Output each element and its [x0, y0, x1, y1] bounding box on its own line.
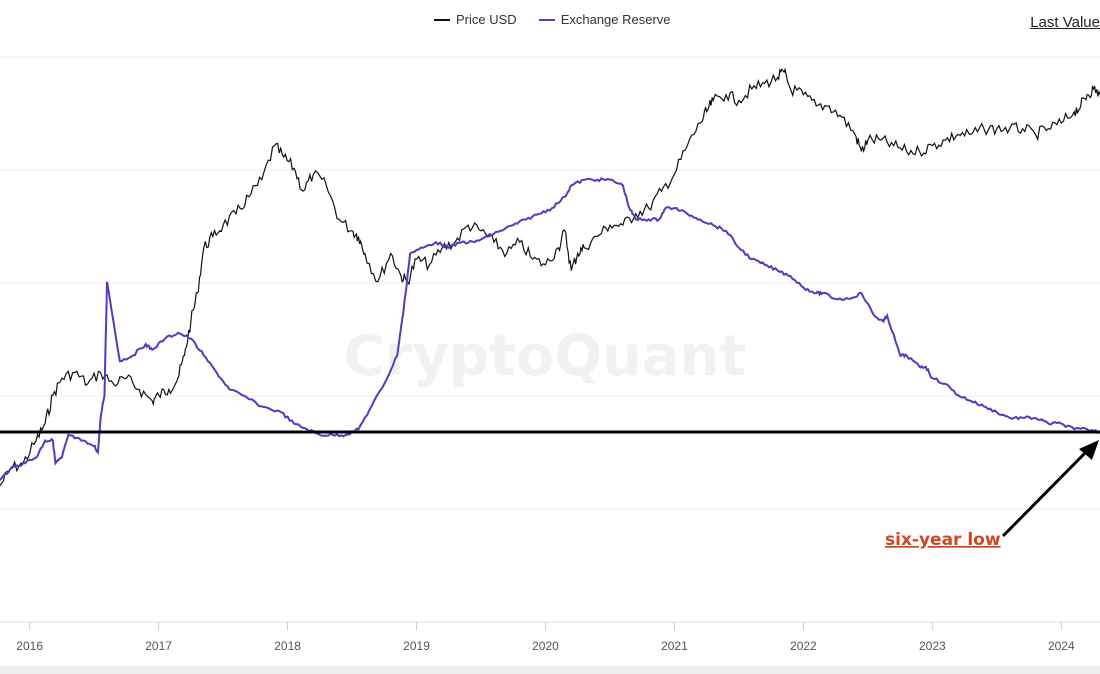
grid-lines: [0, 56, 1100, 510]
legend-item-price[interactable]: Price USD: [434, 12, 517, 27]
six-year-low-annotation: six-year low: [885, 530, 1001, 550]
x-tick-label-2022: 2022: [790, 639, 817, 653]
x-tick-label-2024: 2024: [1048, 639, 1075, 653]
reserve-swatch-icon: [538, 18, 555, 21]
x-tick-label-2018: 2018: [274, 639, 301, 653]
watermark: CryptoQuant: [344, 324, 746, 389]
legend-label-price: Price USD: [456, 12, 517, 27]
x-tick-label-2021: 2021: [661, 639, 688, 653]
exchange-reserve-line[interactable]: [0, 177, 1100, 481]
x-tick-label-2020: 2020: [532, 639, 559, 653]
arrow-head-icon: [1079, 440, 1099, 460]
x-tick-label-2016: 2016: [16, 639, 43, 653]
x-tick-label-2019: 2019: [403, 639, 430, 653]
annotation-arrow: [1001, 440, 1099, 538]
price-usd-line[interactable]: [0, 67, 1100, 487]
chart-legend: Price USD Exchange Reserve: [434, 12, 671, 27]
last-value-button[interactable]: Last Value: [1030, 14, 1100, 31]
navigator-strip[interactable]: [0, 666, 1100, 674]
x-tick-label-2017: 2017: [145, 639, 172, 653]
legend-label-reserve: Exchange Reserve: [560, 12, 671, 27]
price-swatch-icon: [434, 18, 450, 21]
x-tick-label-2023: 2023: [919, 639, 946, 653]
x-axis: 2016 2017 2018 2019 2020 2021 2022 2023 2024: [0, 621, 1100, 674]
legend-item-reserve[interactable]: Exchange Reserve: [538, 12, 671, 27]
